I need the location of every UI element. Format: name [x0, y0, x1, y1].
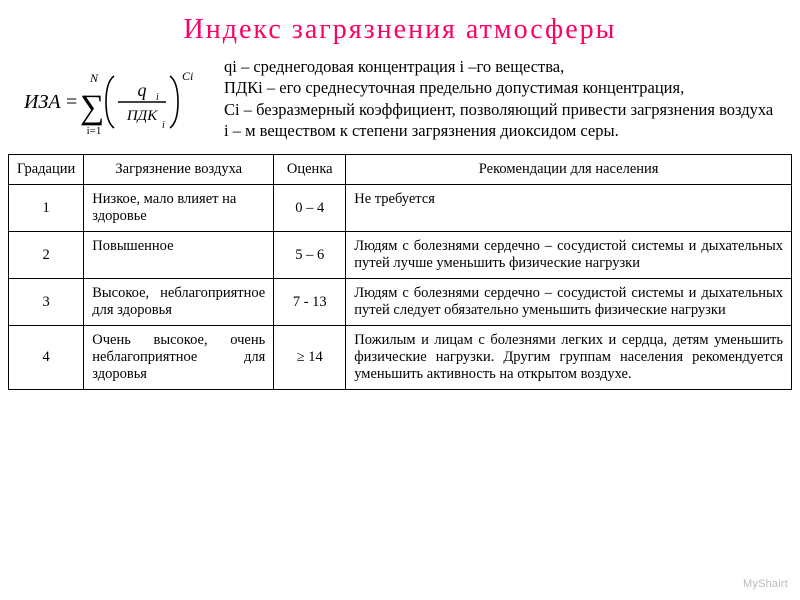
- cell-score: 0 – 4: [274, 185, 346, 232]
- formula-svg: ИЗА = N ∑ i=1 q i ПДК i Ci: [22, 62, 212, 142]
- table-row: 2 Повышенное 5 – 6 Людям с болезнями сер…: [9, 232, 792, 279]
- cell-grad: 4: [9, 326, 84, 390]
- table-row: 4 Очень высокое, очень неблагоприятное д…: [9, 326, 792, 390]
- table-row: 1 Низкое, мало влияет на здоровье 0 – 4 …: [9, 185, 792, 232]
- table-header: Загрязнение воздуха: [84, 155, 274, 185]
- frac-bot: ПДК: [126, 108, 158, 124]
- paren-right-icon: [170, 76, 178, 128]
- sum-lower: i=1: [87, 125, 102, 137]
- cell-rec: Не требуется: [346, 185, 792, 232]
- frac-bot-sub: i: [162, 120, 165, 131]
- table-row: 3 Высокое, неблагоприятное для здоровья …: [9, 279, 792, 326]
- table-header-row: Градации Загрязнение воздуха Оценка Реко…: [9, 155, 792, 185]
- table-header: Рекомендации для населения: [346, 155, 792, 185]
- cell-rec: Пожилым и лицам с болезнями легких и сер…: [346, 326, 792, 390]
- definition-line: Сi – безразмерный коэффициент, позволяющ…: [224, 99, 778, 142]
- definitions-text: qi – среднегодовая концентрация i –го ве…: [224, 56, 778, 142]
- cell-score: 7 - 13: [274, 279, 346, 326]
- paren-left-icon: [106, 76, 114, 128]
- svg-text:=: =: [66, 91, 77, 113]
- table-body: 1 Низкое, мало влияет на здоровье 0 – 4 …: [9, 185, 792, 390]
- cell-grad: 1: [9, 185, 84, 232]
- page-title: Индекс загрязнения атмосферы: [0, 0, 800, 56]
- watermark-text: MyShairt: [743, 578, 788, 590]
- table-header: Оценка: [274, 155, 346, 185]
- cell-grad: 3: [9, 279, 84, 326]
- pollution-table: Градации Загрязнение воздуха Оценка Реко…: [8, 154, 792, 390]
- formula-and-definitions: ИЗА = N ∑ i=1 q i ПДК i Ci qi – среднего…: [0, 56, 800, 150]
- frac-top: q: [138, 80, 147, 100]
- formula-lhs: ИЗА: [23, 91, 61, 113]
- cell-score: 5 – 6: [274, 232, 346, 279]
- cell-pollution: Повышенное: [84, 232, 274, 279]
- sum-upper: N: [89, 71, 99, 85]
- cell-rec: Людям с болезнями сердечно – сосудистой …: [346, 279, 792, 326]
- cell-rec: Людям с болезнями сердечно – сосудистой …: [346, 232, 792, 279]
- cell-pollution: Высокое, неблагоприятное для здоровья: [84, 279, 274, 326]
- definition-line: qi – среднегодовая концентрация i –го ве…: [224, 56, 778, 77]
- cell-pollution: Очень высокое, очень неблагоприятное для…: [84, 326, 274, 390]
- cell-score: ≥ 14: [274, 326, 346, 390]
- cell-pollution: Низкое, мало влияет на здоровье: [84, 185, 274, 232]
- table-header: Градации: [9, 155, 84, 185]
- svg-text:∑: ∑: [80, 89, 104, 126]
- cell-grad: 2: [9, 232, 84, 279]
- definition-line: ПДКi – его среднесуточная предельно допу…: [224, 77, 778, 98]
- formula-exponent: Ci: [182, 69, 193, 83]
- formula-block: ИЗА = N ∑ i=1 q i ПДК i Ci: [22, 56, 212, 142]
